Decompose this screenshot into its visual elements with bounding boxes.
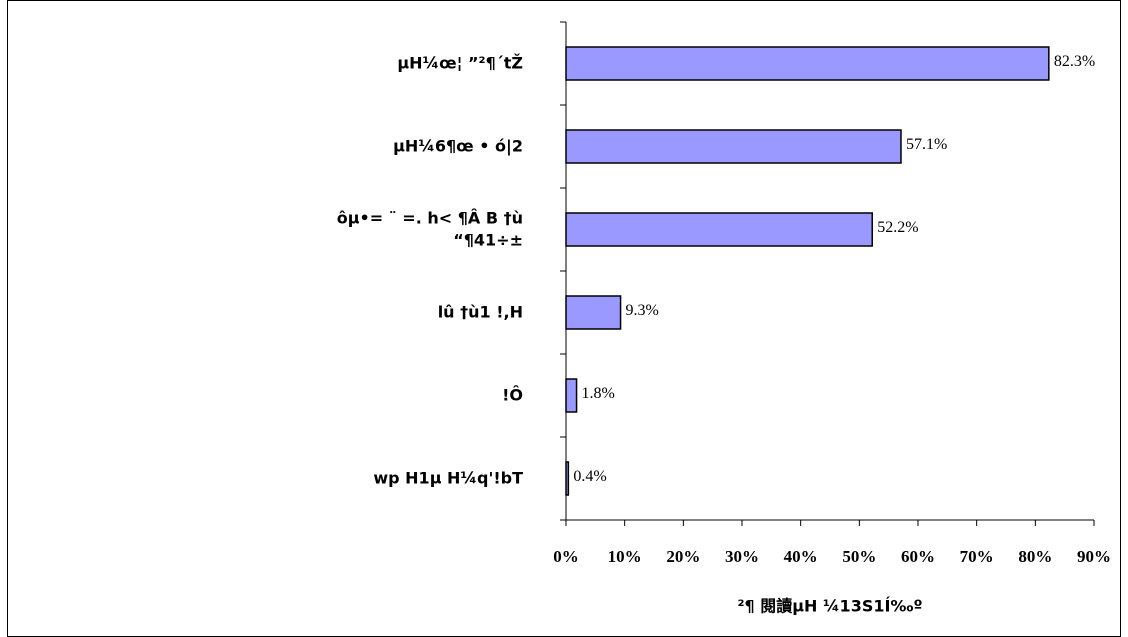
bar — [565, 212, 873, 247]
bar — [565, 129, 902, 164]
category-label: lû †ù1 !,H — [438, 302, 523, 321]
value-label: 1.8% — [582, 385, 615, 402]
value-label: 57.1% — [906, 136, 947, 153]
category-label-line: !Ô — [502, 385, 523, 404]
category-label: wp H1µ H¼q'!bT — [373, 468, 523, 487]
x-tick-label: 0% — [553, 547, 579, 566]
value-label: 0.4% — [573, 468, 606, 485]
category-label-line: ôµ•= ¨ =. h< ¶Â B †ù — [337, 208, 523, 227]
category-label-line: wp H1µ H¼q'!bT — [373, 468, 523, 487]
category-label-line: µH¼6¶œ • ó|2 — [393, 136, 523, 156]
value-label: 9.3% — [626, 302, 659, 319]
value-label: 82.3% — [1054, 53, 1095, 70]
x-tick-label: 30% — [725, 547, 759, 566]
value-label: 52.2% — [877, 219, 918, 236]
x-tick-label: 90% — [1077, 547, 1111, 566]
bar — [565, 46, 1050, 81]
category-label-line: µH¼œ¦ ”²¶´tŽ — [397, 53, 523, 72]
chart-frame — [7, 0, 1121, 637]
category-label: ôµ•= ¨ =. h< ¶Â B †ù “¶41÷± — [337, 208, 523, 249]
category-label-line: “¶41÷± — [453, 230, 523, 249]
category-label: !Ô — [502, 385, 523, 404]
category-label-line: lû †ù1 !,H — [438, 302, 523, 321]
x-tick-label: 20% — [666, 547, 700, 566]
x-axis-title: ²¶ 閱讀µH ¼13S1Í‰º — [738, 597, 923, 616]
x-tick-label: 60% — [901, 547, 935, 566]
bar — [565, 378, 578, 413]
bar — [565, 295, 622, 330]
x-tick-label: 10% — [608, 547, 642, 566]
category-label: µH¼œ¦ ”²¶´tŽ — [397, 53, 523, 72]
bar — [565, 461, 570, 496]
x-tick-label: 50% — [842, 547, 876, 566]
x-tick-label: 70% — [960, 547, 994, 566]
x-tick-label: 80% — [1018, 547, 1052, 566]
x-tick-label: 40% — [784, 547, 818, 566]
category-label: µH¼6¶œ • ó|2 — [393, 136, 523, 156]
